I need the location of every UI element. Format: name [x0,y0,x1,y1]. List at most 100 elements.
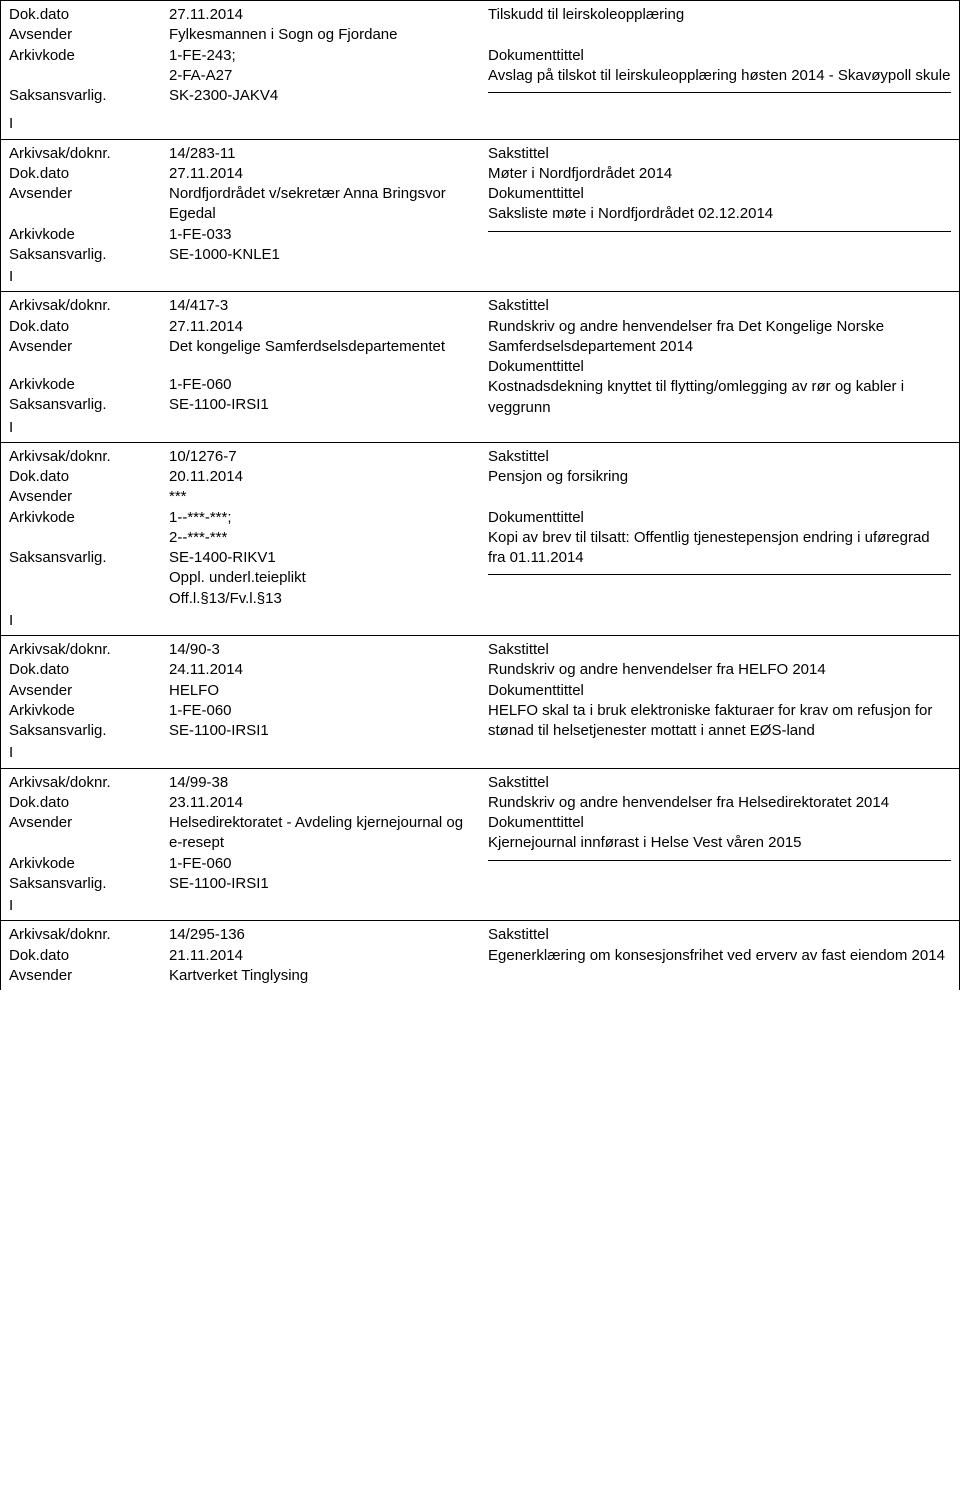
label-arkivkode: Arkivkode [9,225,169,245]
sakstittel-text: Rundskriv og andre henvendelser fra HELF… [488,660,951,680]
value-avsender: Helsedirektoratet - Avdeling kjernejourn… [169,813,472,854]
left-column: Dok.dato 27.11.2014 Avsender Fylkesmanne… [1,1,480,139]
dokumenttittel-label: Dokumenttittel [488,508,951,528]
dokumenttittel-label: Dokumenttittel [488,184,951,204]
label-avsender: Avsender [9,813,169,833]
value-dokdato: 27.11.2014 [169,317,472,337]
value-arkivsak: 14/99-38 [169,773,472,793]
right-column: SakstittelRundskriv og andre henvendelse… [480,292,959,442]
right-column: SakstittelPensjon og forsikring Dokument… [480,443,959,635]
divider [488,860,951,861]
label-saksansvarlig: Saksansvarlig. [9,395,169,415]
record: Arkivsak/doknr.14/99-38Dok.dato23.11.201… [0,768,960,922]
value-dokdato: 24.11.2014 [169,660,472,680]
right-column: SakstittelMøter i Nordfjordrådet 2014Dok… [480,140,959,292]
value-arkivkode: 1-FE-033 [169,225,472,245]
dokumenttittel-label: Dokumenttittel [488,813,951,833]
left-column: Arkivsak/doknr.14/283-11Dok.dato27.11.20… [1,140,480,292]
label-arkivkode: Arkivkode [9,508,169,528]
right-column: SakstittelRundskriv og andre henvendelse… [480,636,959,768]
value-arkivkode: 1--***-***; 2--***-*** [169,508,472,549]
sakstittel-text: Egenerklæring om konsesjonsfrihet ved er… [488,946,951,966]
record: Arkivsak/doknr.10/1276-7Dok.dato20.11.20… [0,442,960,636]
marker-i: I [9,112,472,134]
value-arkivkode: 1-FE-060 [169,854,472,874]
sakstittel-text: Rundskriv og andre henvendelser fra Hels… [488,793,951,813]
sakstittel-label: Sakstittel [488,144,951,164]
label-dokdato: Dok.dato [9,793,169,813]
left-column: Arkivsak/doknr. 14/295-136 Dok.dato 21.1… [1,921,480,990]
value-saksansvarlig: SE-1000-KNLE1 [169,245,472,265]
label-avsender: Avsender [9,487,169,507]
left-column: Arkivsak/doknr.14/90-3Dok.dato24.11.2014… [1,636,480,768]
label-saksansvarlig: Saksansvarlig. [9,548,169,568]
marker-i: I [9,416,472,438]
left-column: Arkivsak/doknr.10/1276-7Dok.dato20.11.20… [1,443,480,635]
sakstittel-label: Sakstittel [488,296,951,316]
marker-i: I [9,609,472,631]
label-saksansvarlig: Saksansvarlig. [9,86,169,106]
extra-line: Oppl. underl.teieplikt [169,568,472,588]
dokumenttittel-label: Dokumenttittel [488,357,951,377]
dokumenttittel-label: Dokumenttittel [488,46,951,66]
value-saksansvarlig: SE-1100-IRSI1 [169,395,472,415]
label-saksansvarlig: Saksansvarlig. [9,245,169,265]
sakstittel-label: Sakstittel [488,640,951,660]
right-column: SakstittelRundskriv og andre henvendelse… [480,769,959,921]
label-dokdato: Dok.dato [9,164,169,184]
label-arkivsak: Arkivsak/doknr. [9,640,169,660]
value-avsender: Fylkesmannen i Sogn og Fjordane [169,25,472,45]
divider [488,92,951,93]
label-arkivkode: Arkivkode [9,854,169,874]
label-arkivkode: Arkivkode [9,375,169,395]
extra-line: Off.l.§13/Fv.l.§13 [169,589,472,609]
value-dokdato: 20.11.2014 [169,467,472,487]
sakstittel-text: Rundskriv og andre henvendelser fra Det … [488,317,951,358]
value-saksansvarlig: SE-1400-RIKV1 [169,548,472,568]
divider [488,231,951,232]
divider [488,574,951,575]
value-arkivsak: 14/295-136 [169,925,472,945]
label-avsender: Avsender [9,25,169,45]
label-arkivkode: Arkivkode [9,46,169,66]
record-top: Dok.dato 27.11.2014 Avsender Fylkesmanne… [0,0,960,140]
value-saksansvarlig: SK-2300-JAKV4 [169,86,472,106]
dokumenttittel-text: HELFO skal ta i bruk elektroniske faktur… [488,701,951,742]
value-dokdato: 21.11.2014 [169,946,472,966]
label-avsender: Avsender [9,184,169,204]
label-dokdato: Dok.dato [9,5,169,25]
label-avsender: Avsender [9,337,169,357]
value-dokdato: 27.11.2014 [169,164,472,184]
label-arkivsak: Arkivsak/doknr. [9,925,169,945]
dokumenttittel-text: Avslag på tilskot til leirskuleopplæring… [488,66,951,86]
label-avsender: Avsender [9,681,169,701]
value-avsender: HELFO [169,681,472,701]
value-saksansvarlig: SE-1100-IRSI1 [169,721,472,741]
value-dokdato: 23.11.2014 [169,793,472,813]
value-arkivsak: 14/90-3 [169,640,472,660]
label-saksansvarlig: Saksansvarlig. [9,721,169,741]
record-bottom: Arkivsak/doknr. 14/295-136 Dok.dato 21.1… [0,920,960,990]
value-avsender: Det kongelige Samferdselsdepartementet [169,337,472,357]
record: Arkivsak/doknr.14/90-3Dok.dato24.11.2014… [0,635,960,769]
value-dokdato: 27.11.2014 [169,5,472,25]
sakstittel-text: Tilskudd til leirskoleopplæring [488,5,951,25]
marker-i: I [9,894,472,916]
dokumenttittel-text: Kopi av brev til tilsatt: Offentlig tjen… [488,528,951,569]
label-dokdato: Dok.dato [9,467,169,487]
value-arkivsak: 14/283-11 [169,144,472,164]
value-avsender: Nordfjordrådet v/sekretær Anna Bringsvor… [169,184,472,225]
value-arkivkode: 1-FE-060 [169,375,472,395]
dokumenttittel-text: Kostnadsdekning knyttet til flytting/oml… [488,377,951,418]
value-arkivkode: 1-FE-243; 2-FA-A27 [169,46,472,87]
sakstittel-label: Sakstittel [488,925,951,945]
sakstittel-label: Sakstittel [488,447,951,467]
record: Arkivsak/doknr.14/283-11Dok.dato27.11.20… [0,139,960,293]
label-arkivsak: Arkivsak/doknr. [9,447,169,467]
label-arkivsak: Arkivsak/doknr. [9,296,169,316]
left-column: Arkivsak/doknr.14/417-3Dok.dato27.11.201… [1,292,480,442]
label-avsender: Avsender [9,966,169,986]
label-saksansvarlig: Saksansvarlig. [9,874,169,894]
dokumenttittel-text: Saksliste møte i Nordfjordrådet 02.12.20… [488,204,951,224]
marker-i: I [9,265,472,287]
